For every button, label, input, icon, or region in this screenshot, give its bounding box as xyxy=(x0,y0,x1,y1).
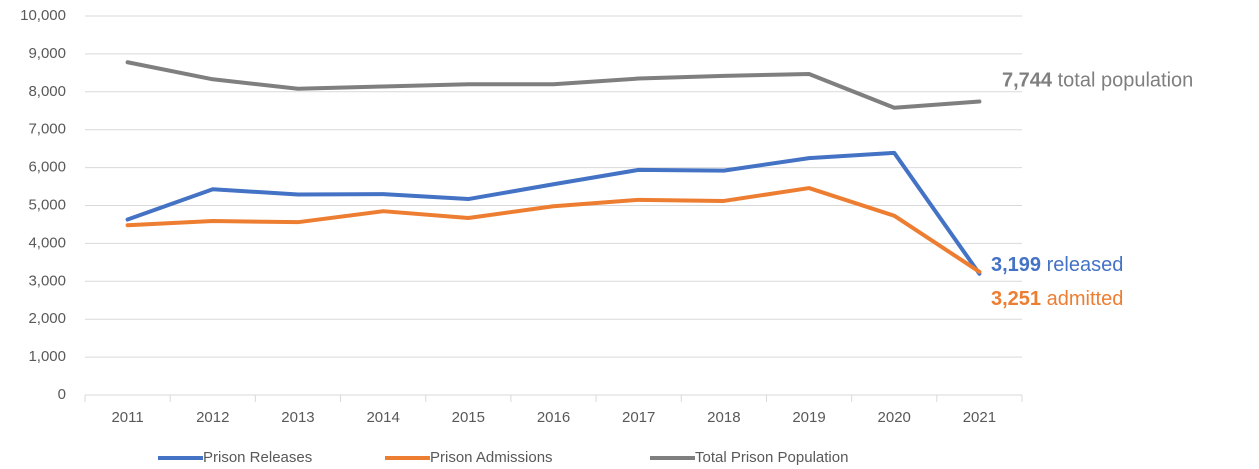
series-line xyxy=(125,150,982,276)
data-label: 3,251 xyxy=(991,288,1041,310)
y-tick-label: 10,000 xyxy=(20,7,66,24)
x-tick-label: 2017 xyxy=(622,409,655,426)
x-tick-label: 2012 xyxy=(196,409,229,426)
annotation-text: released xyxy=(1047,254,1124,276)
x-tick-label: 2020 xyxy=(878,409,911,426)
y-tick-label: 9,000 xyxy=(28,45,66,62)
y-tick-label: 3,000 xyxy=(28,272,66,289)
x-tick-label: 2019 xyxy=(792,409,825,426)
x-tick-label: 2016 xyxy=(537,409,570,426)
legend-label: Total Prison Population xyxy=(695,449,848,466)
y-tick-label: 8,000 xyxy=(28,83,66,100)
annotation: 3,251 admitted xyxy=(991,288,1123,310)
x-tick-label: 2018 xyxy=(707,409,740,426)
legend-label: Prison Admissions xyxy=(430,449,553,466)
y-tick-label: 6,000 xyxy=(28,159,66,176)
legend-label: Prison Releases xyxy=(203,449,312,466)
x-tick-label: 2014 xyxy=(366,409,399,426)
annotation: 3,199 released xyxy=(991,254,1123,276)
y-tick-label: 7,000 xyxy=(28,121,66,138)
annotation-text: total population xyxy=(1058,70,1194,92)
y-tick-label: 2,000 xyxy=(28,310,66,327)
y-tick-label: 4,000 xyxy=(28,234,66,251)
series-line xyxy=(125,60,982,110)
x-tick-label: 2021 xyxy=(963,409,996,426)
y-tick-label: 5,000 xyxy=(28,196,66,213)
annotation-text: admitted xyxy=(1047,288,1124,310)
data-label: 3,199 xyxy=(991,254,1041,276)
x-tick-label: 2013 xyxy=(281,409,314,426)
y-tick-label: 0 xyxy=(58,386,66,403)
x-tick-label: 2011 xyxy=(111,409,143,426)
annotation: 7,744 total population xyxy=(1002,70,1193,92)
series-line xyxy=(125,186,982,274)
data-label: 7,744 xyxy=(1002,70,1053,92)
x-tick-label: 2015 xyxy=(452,409,485,426)
y-tick-label: 1,000 xyxy=(28,348,66,365)
